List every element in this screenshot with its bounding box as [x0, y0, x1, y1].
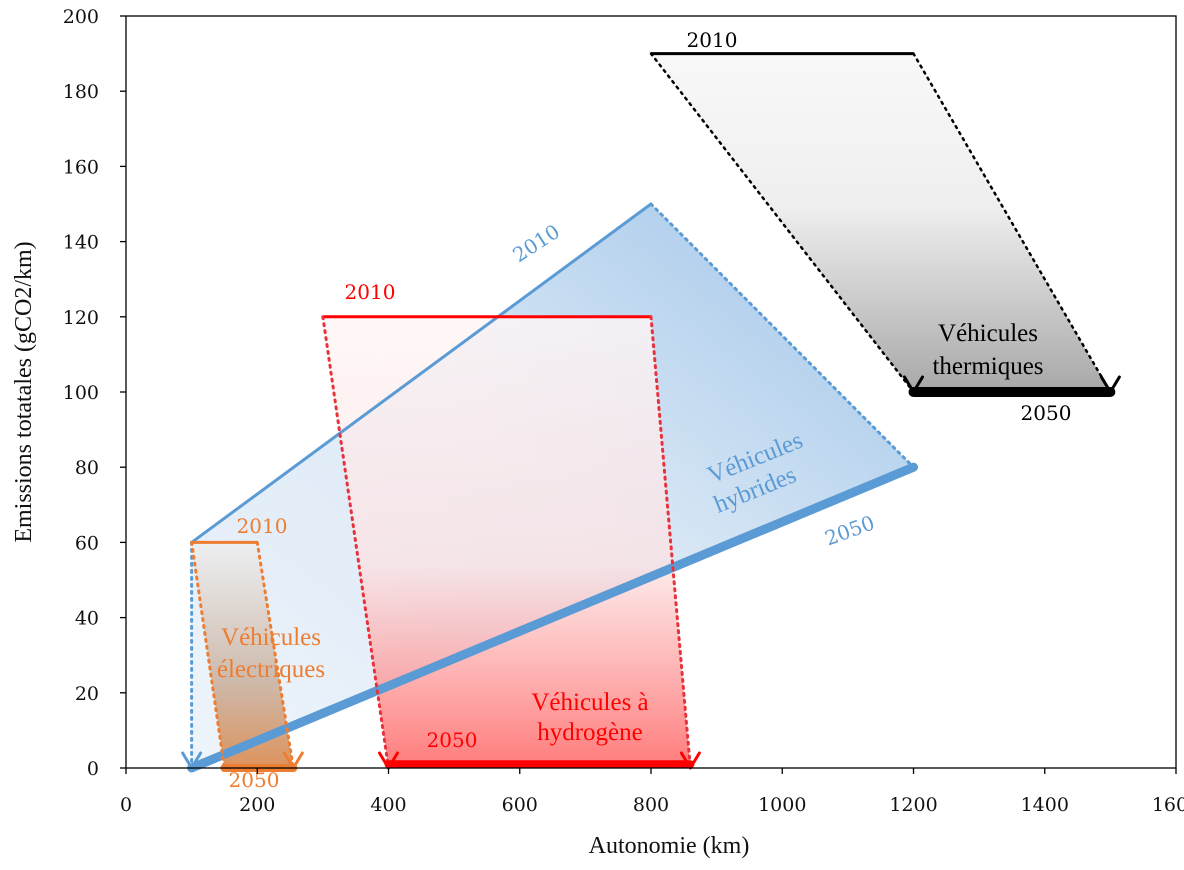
thermal-arrowhead-left — [903, 375, 924, 394]
hybrid-2010-line — [190, 202, 652, 544]
thermal-connector-left — [649, 52, 915, 394]
thermal-2010-label: 2010 — [687, 28, 738, 52]
y-tick-label: 120 — [63, 307, 99, 329]
hydrogen-connector-right — [649, 315, 692, 770]
x-tick-label: 800 — [633, 794, 669, 816]
thermal-area — [651, 53, 1111, 392]
y-tick-label: 180 — [63, 81, 99, 103]
y-tick-label: 0 — [87, 758, 99, 780]
electric-2050-label: 2050 — [229, 768, 280, 792]
hydrogen-group-label-line-1: Véhicules à — [531, 689, 648, 716]
x-tick-label: 1000 — [758, 794, 806, 816]
y-tick-label: 100 — [63, 382, 99, 404]
y-tick-label: 160 — [63, 156, 99, 178]
x-tick-label: 1400 — [1021, 794, 1069, 816]
x-tick-label: 400 — [370, 794, 406, 816]
hydrogen-2050-label: 2050 — [427, 728, 478, 752]
thermal-2050-label: 2050 — [1021, 401, 1072, 425]
hydrogen-2010-label: 2010 — [345, 280, 396, 304]
electric-connector-left — [190, 540, 226, 770]
y-tick-label: 80 — [75, 457, 99, 479]
y-tick-label: 140 — [63, 232, 99, 254]
electric-group-label-line-2: électriques — [217, 656, 325, 683]
x-tick-label: 1600 — [1152, 794, 1184, 816]
hydrogen-area — [322, 316, 691, 768]
x-tick-label: 200 — [239, 794, 275, 816]
thermal-group-label-line-1: Véhicules — [938, 320, 1038, 347]
electric-connector-right — [255, 540, 295, 770]
hydrogen-group-label-line-2: hydrogène — [537, 719, 643, 746]
thermal-connector-right — [912, 52, 1112, 394]
y-axis-title: Emissions totatales (gCO2/km) — [11, 241, 37, 542]
y-tick-label: 20 — [75, 683, 99, 705]
hybrid-2050-label: 2050 — [822, 510, 878, 550]
x-tick-label: 600 — [502, 794, 538, 816]
plot-area: 2010 2050 2010 2050 2010 2050 2010 2050 Véhicule… — [181, 28, 1121, 792]
x-tick-label: 1200 — [889, 794, 937, 816]
hybrid-2010-label: 2010 — [508, 219, 564, 267]
hydrogen-connector-left — [321, 315, 390, 770]
hybrid-2050-line — [187, 462, 918, 773]
electric-group-label-line-1: Véhicules — [221, 624, 321, 651]
x-axis-title: Autonomie (km) — [589, 833, 750, 859]
electric-2010-label: 2010 — [237, 514, 288, 538]
axes: 0 20 40 60 80 100 120 140 160 180 200 0 200 400 600 800… — [63, 6, 1184, 816]
thermal-group-label-line-2: thermiques — [932, 353, 1043, 380]
hybrid-connector-right — [649, 202, 915, 469]
thermal-arrowhead-right — [1099, 375, 1121, 394]
y-tick-label: 60 — [75, 532, 99, 554]
y-tick-label: 200 — [63, 6, 99, 28]
x-tick-label: 0 — [120, 794, 132, 816]
y-tick-label: 40 — [75, 608, 99, 630]
